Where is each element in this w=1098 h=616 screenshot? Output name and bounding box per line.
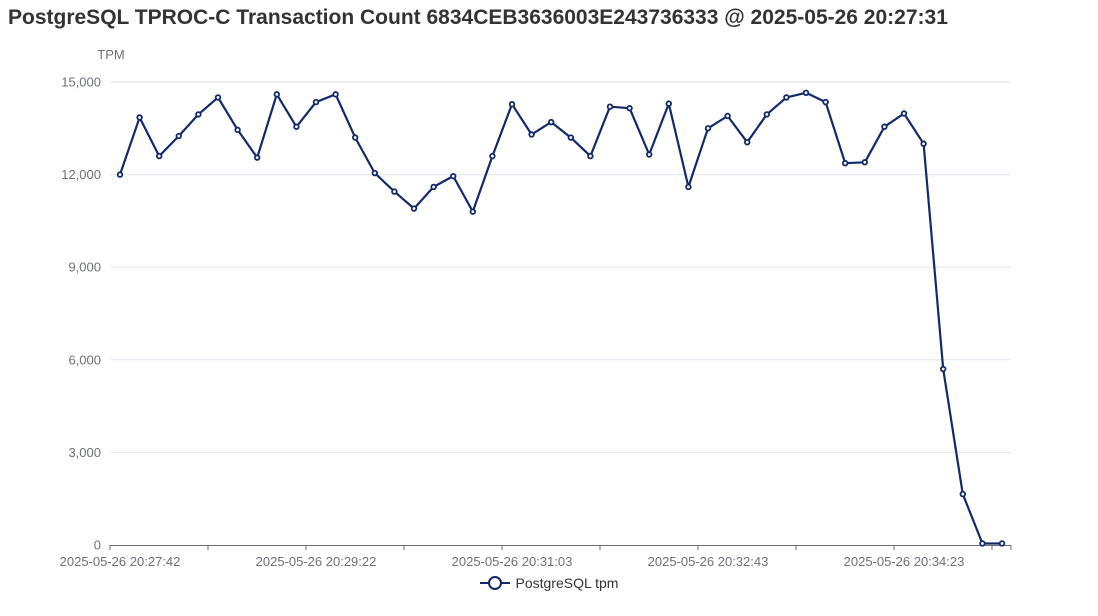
grid-lines [110,81,1011,453]
data-point [606,103,614,110]
data-point [626,105,633,112]
legend-line-marker-icon [479,575,510,591]
data-point [391,188,398,195]
data-point [312,98,320,106]
data-point [273,91,280,98]
x-tick-label: 2025-05-26 20:34:23 [844,554,965,569]
data-point [665,100,672,107]
data-point [842,159,849,167]
y-axis-label: TPM [97,47,124,62]
data-point [763,111,770,118]
x-tick-label: 2025-05-26 20:27:42 [60,554,181,569]
data-point [489,152,496,160]
data-point [214,94,222,101]
y-tick-label: 0 [94,538,101,553]
data-point [371,169,378,177]
data-point [704,125,712,132]
y-tick-label: 6,000 [68,352,101,367]
data-point [450,172,457,180]
y-tick-label: 3,000 [68,445,101,460]
data-point [685,183,692,191]
x-axis: 2025-05-26 20:27:42 2025-05-26 20:29:22 20… [60,545,1012,569]
data-point [861,159,868,166]
data-point [998,540,1006,547]
data-point [410,205,418,212]
legend-label: PostgreSQL tpm [515,575,619,591]
data-point [646,151,653,158]
x-tick-label: 2025-05-26 20:31:03 [452,554,573,569]
series-line [118,91,1002,545]
data-point [175,132,182,140]
data-point [234,126,241,134]
y-tick-label: 9,000 [68,260,101,275]
data-point [195,111,202,118]
data-point [744,138,751,146]
data-point [254,154,261,161]
data-point [155,152,163,160]
data-point [920,140,927,147]
data-point [959,490,966,498]
data-point [508,101,516,108]
series-postgresql-tpm [116,89,1006,547]
data-point [136,114,143,121]
x-tick-label: 2025-05-26 20:29:22 [256,554,377,569]
data-point [548,118,555,126]
data-point [783,94,790,101]
y-tick-label: 15,000 [61,75,101,90]
data-point [900,110,908,117]
data-point [293,123,300,130]
data-point [332,91,339,98]
data-point [802,89,810,97]
data-point [352,134,359,141]
data-point [528,131,535,138]
data-point [116,171,124,178]
data-point [567,134,574,141]
y-axis: TPM 0 3,000 6,000 9,000 12,000 15,000 [61,47,124,553]
data-point [881,123,888,130]
x-tick-label: 2025-05-26 20:32:43 [648,554,769,569]
data-point [822,98,829,106]
data-point [940,365,947,373]
y-tick-label: 12,000 [61,167,101,182]
data-point [587,152,594,160]
legend[interactable]: PostgreSQL tpm [0,575,1098,591]
data-point [469,208,476,215]
data-point [724,112,731,120]
chart-title: PostgreSQL TPROC-C Transaction Count 683… [8,6,948,29]
data-point [979,540,986,547]
data-point [430,183,437,191]
